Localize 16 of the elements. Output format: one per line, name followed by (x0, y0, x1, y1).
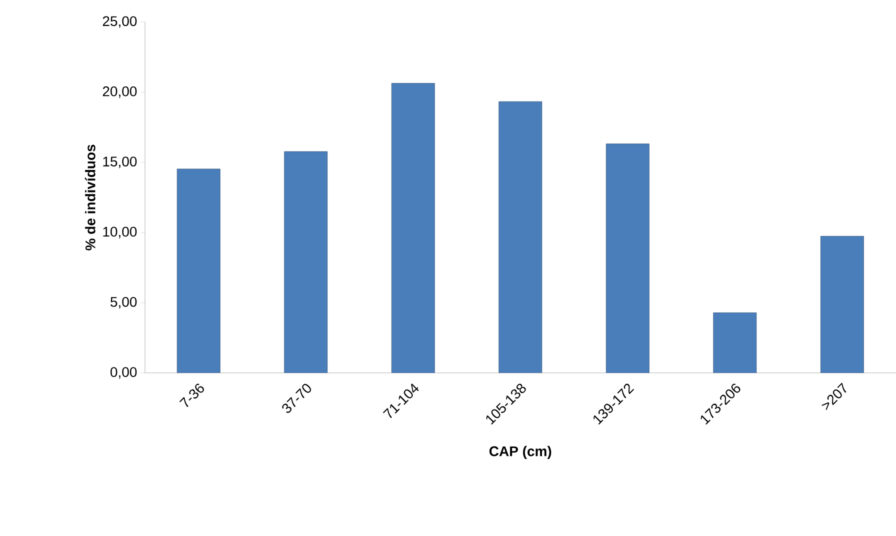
bar (713, 312, 757, 373)
y-tick-label: 10,00 (103, 226, 137, 238)
bar (606, 144, 650, 373)
bar (498, 101, 542, 373)
bar (176, 168, 220, 373)
y-axis-title: % de indivíduos (84, 144, 96, 250)
y-tick-label: 0,00 (110, 367, 137, 379)
x-axis-title: CAP (cm) (489, 446, 552, 460)
x-tick-label: 7-36 (179, 384, 204, 408)
y-tick-label: 15,00 (103, 156, 137, 168)
bar (284, 151, 328, 373)
y-tick-label: 5,00 (110, 297, 137, 309)
y-tick-label: 20,00 (102, 86, 137, 98)
y-tick-label: 25,00 (102, 16, 137, 28)
bar (820, 236, 864, 373)
bar (391, 83, 435, 373)
